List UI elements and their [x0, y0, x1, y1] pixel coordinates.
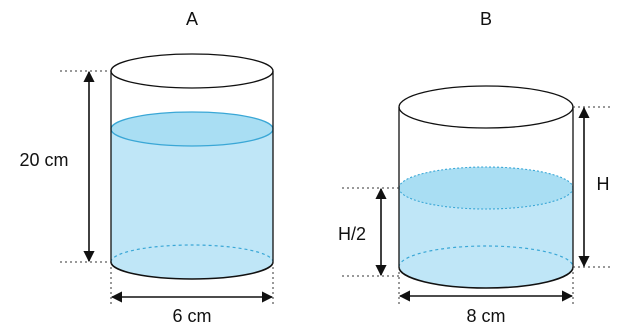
container-a-top-rim	[110, 53, 274, 89]
container-b-water-surface	[399, 167, 573, 209]
container-a-label: A	[186, 9, 198, 29]
container-b-bottom-back	[398, 245, 574, 268]
container-b-height-label: H	[597, 174, 610, 194]
container-b-bottom-front	[398, 266, 574, 289]
container-b-top-rim	[398, 85, 574, 129]
container-b-water-surface-back	[398, 166, 574, 189]
container-a-height-label: 20 cm	[19, 150, 68, 170]
container-a-diameter-label: 6 cm	[172, 306, 211, 326]
container-a-bottom-back	[110, 244, 274, 263]
container-a-water	[111, 129, 273, 279]
container-a-bottom-front	[110, 261, 274, 280]
container-a: A 20 cm 6 cm	[19, 9, 274, 326]
container-b-water	[399, 188, 573, 288]
container-b-water-surface-front	[398, 187, 574, 210]
container-b-diameter-label: 8 cm	[466, 306, 505, 326]
container-b-label: B	[480, 9, 492, 29]
container-a-water-surface	[110, 111, 274, 147]
container-b-water-height-label: H/2	[338, 224, 366, 244]
container-b: B H H/2 8 cm	[338, 9, 612, 326]
